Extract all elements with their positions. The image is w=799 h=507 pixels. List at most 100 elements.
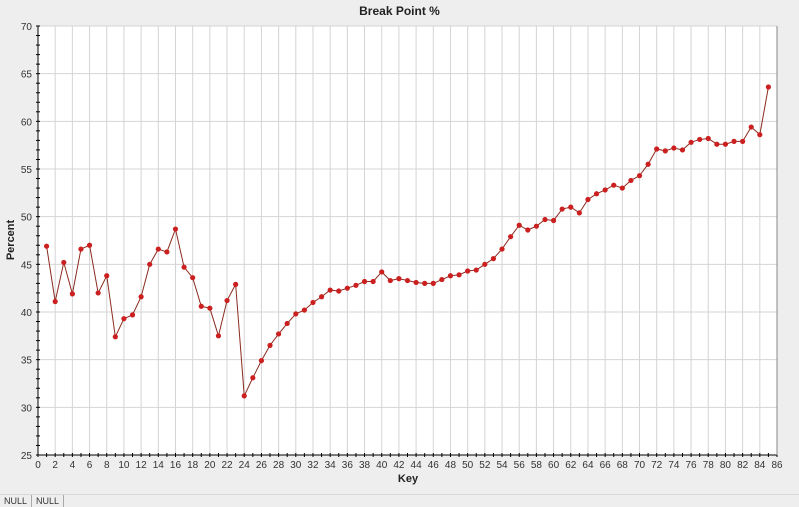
data-point (224, 297, 230, 304)
x-tick-label: 54 (496, 460, 508, 471)
y-tick-label: 55 (21, 165, 33, 176)
data-point (301, 307, 307, 313)
data-point (215, 333, 222, 339)
data-point (611, 182, 617, 188)
data-point (121, 316, 127, 322)
x-tick-label: 44 (411, 460, 423, 471)
y-tick-label: 70 (21, 22, 33, 33)
data-point (233, 281, 239, 287)
data-point (550, 217, 557, 224)
axes: 0 2 4 6 8 10 12 14 16 18 20 22 24 26 28 30 32 34 36 38 40 42 4… (21, 22, 783, 471)
data-point (95, 290, 101, 296)
data-point (456, 272, 462, 278)
data-point (671, 145, 677, 151)
data-point (731, 138, 737, 144)
x-tick-label: 28 (273, 460, 285, 471)
data-point (516, 222, 522, 228)
data-point (662, 148, 668, 154)
x-tick-label: 86 (771, 460, 783, 471)
data-point (86, 242, 93, 248)
data-point (465, 268, 471, 274)
x-tick-label: 52 (479, 460, 491, 471)
x-tick-label: 20 (204, 460, 216, 471)
data-point (404, 277, 411, 284)
data-point (52, 298, 58, 305)
x-tick-label: 60 (548, 460, 560, 471)
data-point (198, 303, 204, 309)
x-tick-label: 2 (52, 460, 58, 471)
y-tick-label: 60 (21, 117, 33, 128)
x-tick-label: 14 (153, 460, 165, 471)
data-point (714, 141, 720, 147)
data-point (181, 264, 187, 270)
data-point (155, 246, 161, 252)
x-axis-label: Key (398, 473, 419, 485)
plot-area (38, 26, 777, 455)
data-point (258, 358, 265, 364)
data-point (585, 196, 591, 203)
data-point (43, 243, 50, 249)
data-point (619, 185, 625, 191)
data-point (69, 291, 75, 297)
series (43, 84, 772, 399)
data-point (344, 285, 350, 291)
x-tick-label: 78 (703, 460, 715, 471)
x-tick-label: 36 (342, 460, 354, 471)
status-field: NULL (0, 495, 33, 507)
x-tick-label: 74 (668, 460, 680, 471)
data-point (654, 146, 660, 152)
x-tick-label: 58 (531, 460, 543, 471)
y-tick-label: 65 (21, 70, 33, 81)
x-tick-label: 8 (104, 460, 110, 471)
x-tick-label: 16 (170, 460, 182, 471)
data-point (241, 393, 247, 399)
data-point (61, 259, 67, 266)
data-point (353, 282, 359, 288)
line-chart: 0 2 4 6 8 10 12 14 16 18 20 22 24 26 28 30 32 34 36 38 40 42 4… (5, 22, 783, 485)
data-point (688, 139, 694, 145)
data-point (396, 276, 402, 282)
x-tick-label: 66 (600, 460, 612, 471)
data-point (112, 334, 118, 340)
y-tick-label: 35 (21, 356, 33, 367)
data-point (104, 273, 110, 279)
x-tick-label: 80 (720, 460, 732, 471)
data-point (293, 311, 299, 317)
y-tick-label: 50 (21, 213, 33, 224)
x-tick-label: 56 (514, 460, 526, 471)
chart-title: Break Point % (359, 4, 440, 18)
data-point (147, 261, 153, 267)
x-tick-label: 10 (118, 460, 130, 471)
data-point (499, 246, 505, 252)
data-point (740, 138, 746, 144)
data-point (327, 287, 333, 293)
y-axis-label: Percent (5, 219, 17, 260)
data-point (422, 280, 428, 286)
data-point (361, 278, 368, 285)
data-point (748, 124, 754, 130)
data-point (697, 136, 703, 143)
data-point (387, 277, 393, 284)
data-point (250, 375, 256, 381)
data-point (473, 267, 479, 273)
data-point (765, 84, 772, 90)
x-tick-label: 26 (256, 460, 268, 471)
x-tick-label: 62 (565, 460, 577, 471)
data-point (542, 216, 548, 223)
data-point (568, 204, 574, 210)
data-point (267, 342, 273, 348)
data-point (636, 173, 643, 179)
x-tick-label: 22 (221, 460, 233, 471)
status-field: NULL (32, 495, 65, 507)
data-point (482, 261, 488, 267)
y-tick-label: 30 (21, 403, 33, 414)
x-tick-label: 18 (187, 460, 199, 471)
x-tick-label: 40 (376, 460, 388, 471)
data-point (439, 276, 445, 283)
y-tick-label: 25 (21, 451, 33, 462)
x-tick-label: 70 (634, 460, 646, 471)
x-tick-label: 12 (136, 460, 148, 471)
data-point (602, 187, 608, 193)
data-point (207, 305, 213, 311)
data-point (705, 135, 711, 142)
